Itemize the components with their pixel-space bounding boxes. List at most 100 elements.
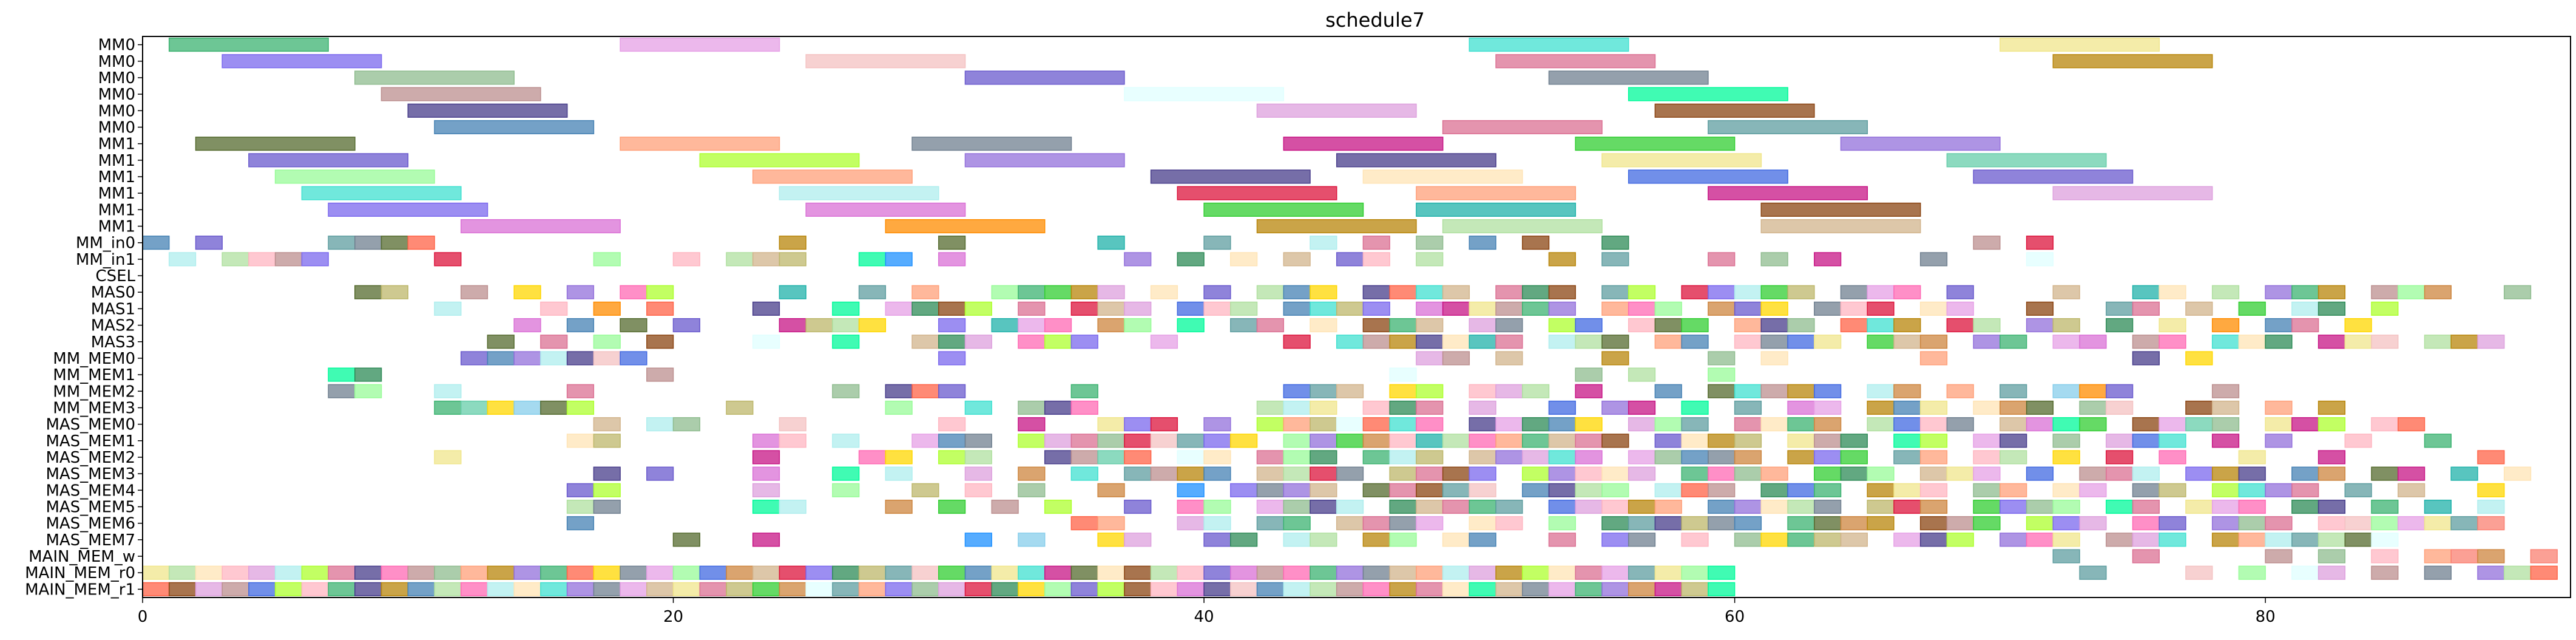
task-bar-610 xyxy=(593,499,621,514)
task-bar-256 xyxy=(1416,335,1444,349)
task-bar-430 xyxy=(779,434,806,448)
task-bar-571 xyxy=(1018,483,1046,497)
task-bar-67 xyxy=(1469,236,1496,250)
task-bar-17 xyxy=(434,120,595,135)
task-bar-578 xyxy=(1362,483,1390,497)
task-bar-148 xyxy=(2503,285,2532,299)
task-bar-189 xyxy=(2132,301,2160,316)
task-bar-243 xyxy=(752,335,780,349)
task-bar-357 xyxy=(1310,400,1337,415)
task-bar-730 xyxy=(2211,533,2240,547)
task-bar-475 xyxy=(2424,434,2452,448)
task-bar-701 xyxy=(1018,533,1046,547)
task-bar-79 xyxy=(672,252,700,267)
task-bar-843 xyxy=(858,582,887,596)
task-bar-315 xyxy=(832,384,860,398)
task-bar-346 xyxy=(513,400,541,415)
task-bar-807 xyxy=(2185,565,2213,580)
task-bar-82 xyxy=(779,252,806,267)
task-bar-178 xyxy=(1654,301,1682,316)
task-bar-749 xyxy=(221,565,249,580)
task-bar-23 xyxy=(1283,137,1444,151)
task-bar-25 xyxy=(1840,137,2001,151)
task-bar-281 xyxy=(2317,335,2346,349)
task-bar-861 xyxy=(1336,582,1364,596)
task-bar-491 xyxy=(1362,450,1390,465)
y-tick-label-3: MM0 xyxy=(98,86,135,104)
task-bar-195 xyxy=(513,318,541,333)
task-bar-839 xyxy=(752,582,780,596)
task-bar-206 xyxy=(1044,318,1072,333)
task-bar-585 xyxy=(1575,483,1603,497)
task-bar-647 xyxy=(2132,499,2160,514)
task-bar-65 xyxy=(1362,236,1390,250)
task-bar-244 xyxy=(832,335,860,349)
task-bar-849 xyxy=(1018,582,1046,596)
task-bar-462 xyxy=(1814,434,1842,448)
task-bar-116 xyxy=(1203,285,1231,299)
task-bar-369 xyxy=(1867,400,1895,415)
task-bar-147 xyxy=(2424,285,2452,299)
task-bar-441 xyxy=(1177,434,1205,448)
task-bar-107 xyxy=(779,285,806,299)
task-bar-624 xyxy=(1389,499,1417,514)
task-bar-709 xyxy=(1389,533,1417,547)
task-bar-617 xyxy=(1124,499,1152,514)
task-bar-365 xyxy=(1681,400,1709,415)
task-bar-101 xyxy=(380,285,408,299)
task-bar-772 xyxy=(832,565,860,580)
task-bar-616 xyxy=(1044,499,1072,514)
task-bar-209 xyxy=(1177,318,1205,333)
task-bar-841 xyxy=(805,582,833,596)
task-bar-91 xyxy=(1362,252,1390,267)
task-bar-437 xyxy=(1070,434,1098,448)
task-bar-173 xyxy=(1495,301,1523,316)
task-bar-364 xyxy=(1628,400,1656,415)
task-bar-220 xyxy=(1628,318,1656,333)
task-bar-634 xyxy=(1708,499,1736,514)
task-bar-476 xyxy=(434,450,462,465)
task-bar-505 xyxy=(1814,450,1842,465)
task-bar-217 xyxy=(1495,318,1523,333)
task-bar-429 xyxy=(752,434,780,448)
task-bar-530 xyxy=(1283,466,1311,481)
task-bar-272 xyxy=(1973,335,2001,349)
task-bar-473 xyxy=(2265,434,2293,448)
task-bar-104 xyxy=(566,285,595,299)
task-bar-875 xyxy=(1708,582,1736,596)
task-bar-341 xyxy=(2106,384,2134,398)
task-bar-251 xyxy=(1150,335,1178,349)
task-bar-499 xyxy=(1628,450,1656,465)
y-tick-label-27: MAS_MEM4 xyxy=(46,482,135,500)
task-bar-652 xyxy=(2317,499,2346,514)
task-bar-449 xyxy=(1416,434,1444,448)
task-bar-809 xyxy=(2291,565,2319,580)
task-bar-58 xyxy=(380,236,408,250)
task-bar-159 xyxy=(1018,301,1046,316)
task-bar-245 xyxy=(911,335,939,349)
task-bar-789 xyxy=(1283,565,1311,580)
task-bar-495 xyxy=(1495,450,1523,465)
task-bar-658 xyxy=(1097,516,1125,531)
x-tick-label-1: 20 xyxy=(663,608,683,626)
task-bar-510 xyxy=(2000,450,2027,465)
task-bar-366 xyxy=(1734,400,1762,415)
task-bar-149 xyxy=(434,301,462,316)
task-bar-488 xyxy=(1256,450,1284,465)
task-bar-536 xyxy=(1469,466,1496,481)
task-bar-790 xyxy=(1310,565,1337,580)
task-bar-744 xyxy=(2477,549,2505,563)
task-bar-124 xyxy=(1495,285,1523,299)
task-bar-3 xyxy=(2000,37,2160,52)
task-bar-451 xyxy=(1469,434,1496,448)
task-bar-355 xyxy=(1256,400,1284,415)
task-bar-626 xyxy=(1442,499,1470,514)
task-bar-685 xyxy=(2079,516,2107,531)
task-bar-695 xyxy=(2424,516,2452,531)
task-bar-824 xyxy=(354,582,382,596)
task-bar-592 xyxy=(1814,483,1842,497)
task-bar-776 xyxy=(938,565,966,580)
task-bar-864 xyxy=(1416,582,1444,596)
task-bar-208 xyxy=(1124,318,1152,333)
task-bar-581 xyxy=(1442,483,1470,497)
